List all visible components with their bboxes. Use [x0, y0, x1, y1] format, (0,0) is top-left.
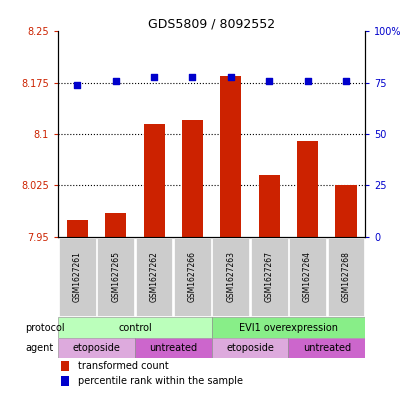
- Text: untreated: untreated: [303, 343, 351, 353]
- Bar: [135, 338, 212, 358]
- Bar: [251, 238, 288, 316]
- Bar: [105, 213, 126, 237]
- Text: GSM1627263: GSM1627263: [226, 252, 235, 303]
- Bar: [182, 120, 203, 237]
- Bar: [297, 141, 318, 237]
- Bar: [220, 76, 242, 237]
- Bar: [212, 338, 288, 358]
- Text: GSM1627265: GSM1627265: [111, 252, 120, 303]
- Bar: [67, 220, 88, 237]
- Bar: [58, 338, 135, 358]
- Bar: [335, 185, 356, 237]
- Point: [189, 73, 196, 80]
- Text: etoposide: etoposide: [73, 343, 120, 353]
- Text: etoposide: etoposide: [226, 343, 274, 353]
- Text: untreated: untreated: [149, 343, 197, 353]
- Bar: [59, 238, 96, 316]
- Text: transformed count: transformed count: [78, 361, 169, 371]
- Point: [343, 77, 349, 84]
- Bar: [61, 376, 69, 386]
- Bar: [327, 238, 364, 316]
- Bar: [174, 238, 211, 316]
- Text: GSM1627261: GSM1627261: [73, 252, 82, 302]
- Point: [74, 82, 81, 88]
- Point: [112, 77, 119, 84]
- Text: GSM1627262: GSM1627262: [149, 252, 159, 302]
- Bar: [212, 317, 365, 338]
- Bar: [61, 362, 69, 371]
- Bar: [144, 124, 165, 237]
- Point: [266, 77, 273, 84]
- Bar: [136, 238, 173, 316]
- Text: GSM1627268: GSM1627268: [342, 252, 351, 302]
- Text: control: control: [118, 323, 152, 332]
- Text: GSM1627267: GSM1627267: [265, 252, 274, 303]
- Bar: [58, 317, 212, 338]
- Bar: [288, 338, 365, 358]
- Text: agent: agent: [25, 343, 54, 353]
- Bar: [212, 238, 249, 316]
- Text: GSM1627266: GSM1627266: [188, 252, 197, 303]
- Point: [304, 77, 311, 84]
- Point: [227, 73, 234, 80]
- Bar: [259, 175, 280, 237]
- Bar: [97, 238, 134, 316]
- Point: [151, 73, 157, 80]
- Text: EVI1 overexpression: EVI1 overexpression: [239, 323, 338, 332]
- Bar: [289, 238, 326, 316]
- Text: protocol: protocol: [25, 323, 65, 332]
- Text: percentile rank within the sample: percentile rank within the sample: [78, 376, 243, 386]
- Text: GSM1627264: GSM1627264: [303, 252, 312, 303]
- Title: GDS5809 / 8092552: GDS5809 / 8092552: [148, 17, 275, 30]
